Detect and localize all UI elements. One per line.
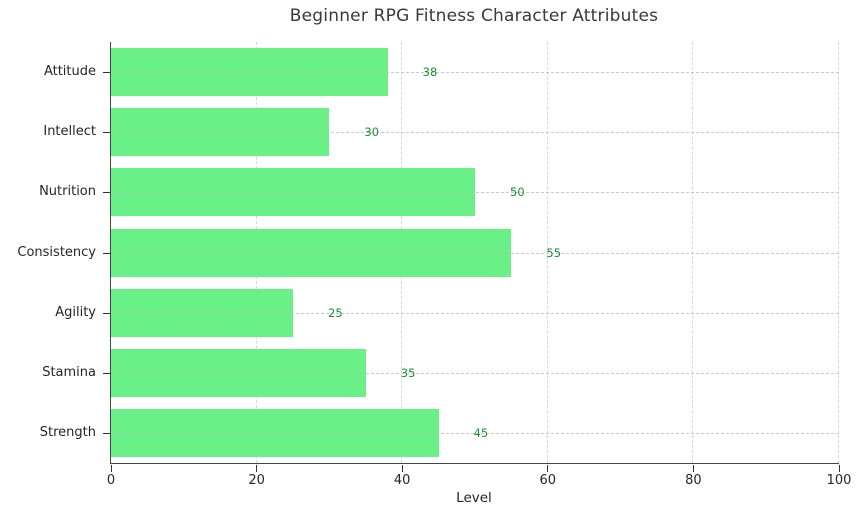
chart-title: Beginner RPG Fitness Character Attribute… <box>289 6 659 26</box>
x-axis-label: Level <box>456 490 492 506</box>
y-tick-mark <box>103 192 110 194</box>
y-category-label: Stamina <box>42 364 96 380</box>
horizontal-gridline <box>111 312 839 314</box>
x-tick-label: 0 <box>106 473 116 488</box>
horizontal-gridline <box>111 372 839 374</box>
bar-value-label: 38 <box>422 65 438 80</box>
x-tick-mark <box>110 464 112 472</box>
y-tick-mark <box>103 432 110 434</box>
horizontal-gridline <box>111 432 839 434</box>
x-tick-mark <box>256 464 258 472</box>
x-tick-mark <box>838 464 840 472</box>
y-tick-mark <box>103 312 110 314</box>
bar-value-label: 35 <box>400 365 416 380</box>
bar-value-label: 50 <box>510 185 525 200</box>
y-tick-mark <box>103 252 110 254</box>
y-category-label: Agility <box>55 304 96 320</box>
bar-value-label: 55 <box>546 245 562 260</box>
horizontal-gridline <box>111 192 839 194</box>
horizontal-gridline <box>111 72 839 74</box>
y-tick-mark <box>103 72 110 74</box>
bar-value-label: 45 <box>473 425 489 440</box>
x-tick-mark <box>547 464 549 472</box>
bar-value-label: 25 <box>328 305 343 320</box>
x-tick-label: 20 <box>248 473 265 488</box>
x-tick-label: 40 <box>393 473 411 488</box>
x-tick-label: 80 <box>685 473 702 488</box>
horizontal-gridline <box>111 132 839 134</box>
bar-value-label: 30 <box>364 125 380 140</box>
y-tick-mark <box>103 132 110 134</box>
y-category-label: Intellect <box>43 124 96 140</box>
y-category-label: Attitude <box>43 64 96 80</box>
y-tick-mark <box>103 372 110 374</box>
y-category-label: Nutrition <box>39 184 96 200</box>
y-category-label: Consistency <box>17 244 96 260</box>
x-tick-label: 100 <box>826 473 852 488</box>
x-tick-mark <box>401 464 403 472</box>
x-tick-label: 60 <box>539 473 557 488</box>
plot-area: 38 30 50 55 25 35 45 <box>110 42 839 464</box>
horizontal-gridline <box>111 252 839 254</box>
y-category-label: Strength <box>39 424 96 440</box>
x-tick-mark <box>693 464 694 472</box>
